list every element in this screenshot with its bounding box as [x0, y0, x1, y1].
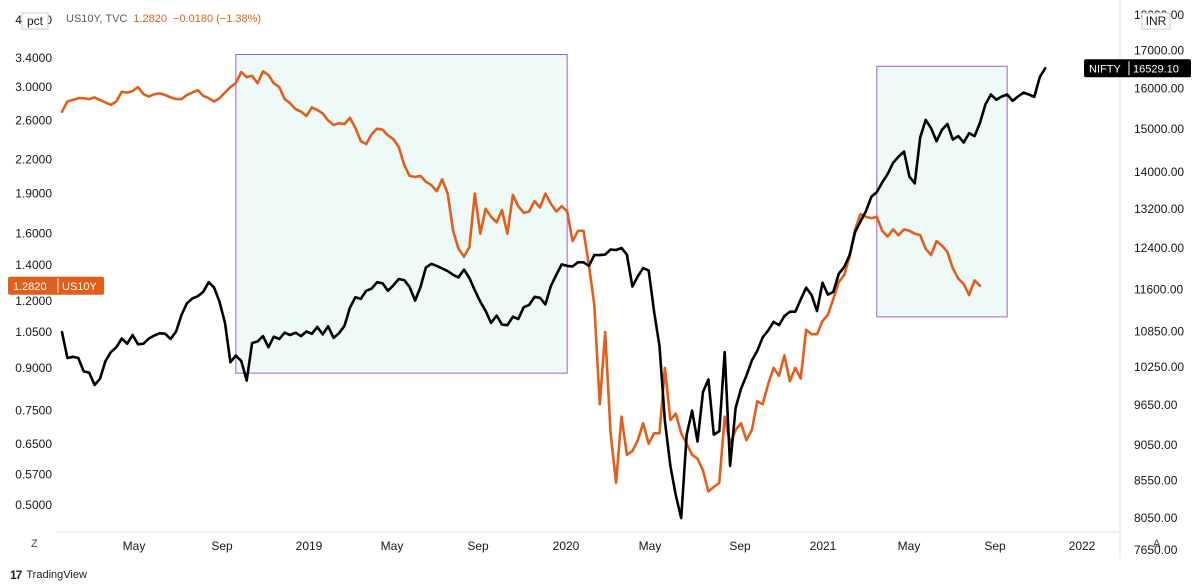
- chart-legend: US10Y, TVC 1.2820 −0.0180 (−1.38%): [66, 13, 267, 25]
- legend-change: −0.0180 (−1.38%): [173, 13, 262, 25]
- left-tick-label: 1.2000: [15, 294, 52, 308]
- right-tick-label: 13200.00: [1134, 202, 1184, 216]
- time-tick-label: 2020: [553, 539, 580, 553]
- time-tick-label: May: [898, 539, 921, 553]
- right-tick-label: 12400.00: [1134, 241, 1184, 255]
- right-tick-label: 7650.00: [1134, 543, 1178, 557]
- highlight-box-2: [876, 65, 1008, 318]
- right-tick-label: 17000.00: [1134, 44, 1184, 58]
- right-tick-label: 9650.00: [1134, 398, 1178, 412]
- right-tick-label: 8050.00: [1134, 511, 1178, 525]
- left-tick-label: 3.0000: [15, 80, 52, 94]
- time-tick-label: 2019: [296, 539, 323, 553]
- left-tick-label: 0.6500: [15, 437, 52, 451]
- series-line-nifty: [60, 67, 1047, 520]
- legend-symbol: US10Y, TVC: [66, 13, 128, 25]
- right-unit-label: INR: [1146, 14, 1167, 28]
- left-tick-label: 2.6000: [15, 113, 52, 127]
- left-tick-label: 0.9000: [15, 361, 52, 375]
- right-tick-label: 8550.00: [1134, 473, 1178, 487]
- left-tick-label: 1.6000: [15, 227, 52, 241]
- right-tick-label: 10850.00: [1134, 325, 1184, 339]
- left-tick-label: 2.2000: [15, 152, 52, 166]
- time-tick-label: Sep: [467, 539, 489, 553]
- right-unit-box: [1141, 12, 1171, 30]
- highlight-boxes: [235, 54, 1008, 374]
- right-tick-label: 11600.00: [1134, 283, 1183, 297]
- us10y-badge-value: 1.2820: [13, 281, 47, 293]
- tradingview-logo-icon: 17: [10, 568, 22, 582]
- time-tick-label: Sep: [729, 539, 751, 553]
- tradingview-branding[interactable]: 17 TradingView: [10, 568, 87, 582]
- right-axis-ticks[interactable]: 18000.0017000.0016000.0015000.0014000.00…: [1134, 8, 1184, 557]
- time-tick-label: Sep: [984, 539, 1006, 553]
- right-tick-label: 16000.00: [1134, 82, 1184, 96]
- auto-scale-button[interactable]: A: [1153, 538, 1161, 550]
- nifty-badge-value: 16529.10: [1133, 63, 1179, 75]
- zoom-button[interactable]: Z: [31, 538, 38, 550]
- left-tick-label: 1.0500: [15, 325, 52, 339]
- nifty-badge: [1084, 59, 1191, 78]
- us10y-badge-name: US10Y: [62, 281, 98, 293]
- brand-name: TradingView: [26, 569, 87, 581]
- time-tick-label: Sep: [211, 539, 233, 553]
- time-tick-label: May: [381, 539, 404, 553]
- right-tick-label: 9050.00: [1134, 438, 1178, 452]
- time-tick-label: 2021: [810, 539, 837, 553]
- highlight-box-1: [235, 54, 568, 374]
- us10y-badge: [8, 276, 104, 295]
- time-axis-ticks[interactable]: May Sep 2019 May Sep 2020 May Sep 2021 May Sep 2022: [123, 539, 1096, 553]
- left-tick-label: 1.9000: [15, 187, 52, 201]
- time-tick-label: 2022: [1069, 539, 1096, 553]
- left-tick-label: 0.5700: [15, 467, 52, 481]
- right-tick-label: 15000.00: [1134, 122, 1184, 136]
- series-lines: [60, 67, 1047, 520]
- last-value-badges: 1.2820 US10Y NIFTY 16529.10: [8, 59, 1191, 295]
- time-tick-label: May: [123, 539, 146, 553]
- right-tick-label: 14000.00: [1134, 165, 1184, 179]
- left-unit-box: [21, 12, 49, 30]
- nifty-badge-name: NIFTY: [1089, 63, 1121, 75]
- left-tick-label: 1.4000: [15, 258, 52, 272]
- time-tick-label: May: [639, 539, 662, 553]
- series-line-us10y: [60, 70, 982, 493]
- left-tick-label: 3.4000: [15, 51, 52, 65]
- right-tick-label: 10250.00: [1134, 360, 1184, 374]
- legend-last-value: 1.2820: [133, 13, 168, 25]
- left-axis-ticks[interactable]: 4.00003.40003.00002.60002.20001.90001.60…: [15, 13, 52, 512]
- left-unit-label: pct: [27, 14, 44, 28]
- left-tick-label: 0.7500: [15, 403, 52, 417]
- left-tick-label: 0.5000: [15, 498, 52, 512]
